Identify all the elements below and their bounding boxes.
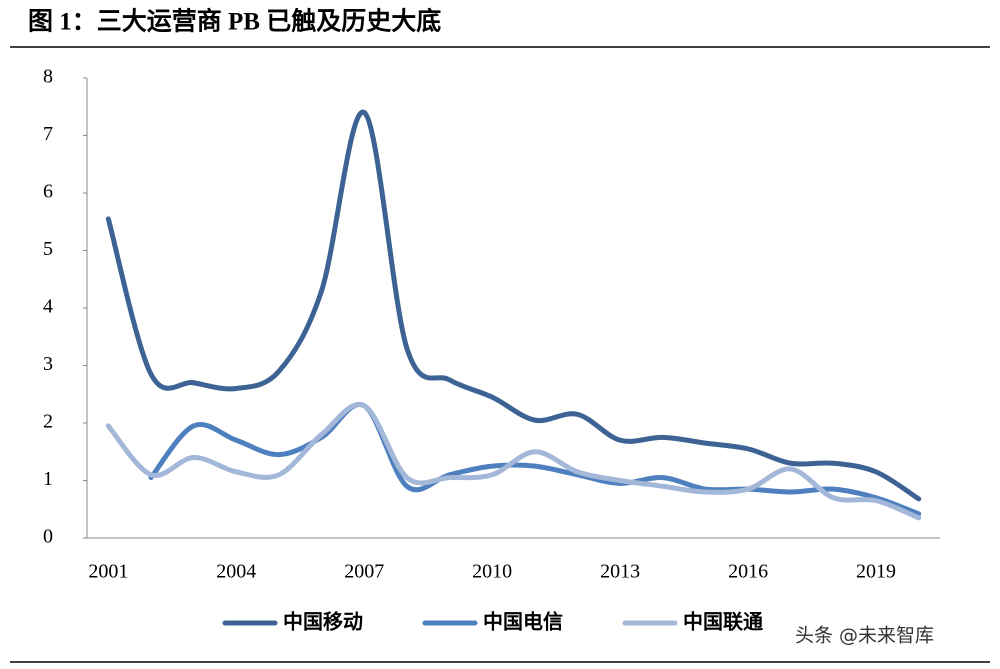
y-tick-label: 5 — [43, 238, 53, 260]
y-tick-label: 8 — [43, 66, 53, 88]
y-tick-label: 0 — [43, 526, 53, 548]
y-tick-label: 6 — [43, 181, 53, 203]
y-tick-label: 4 — [43, 296, 53, 318]
x-tick-label: 2010 — [472, 561, 512, 583]
watermark: 头条 @未来智库 — [795, 625, 934, 647]
legend-label: 中国电信 — [483, 610, 563, 634]
series-line — [105, 109, 922, 502]
x-tick-label: 2016 — [728, 561, 768, 583]
x-tick-label: 2007 — [344, 561, 384, 583]
y-tick-label: 1 — [43, 468, 53, 490]
series-line — [105, 402, 922, 521]
series-line — [148, 401, 922, 517]
x-tick-label: 2019 — [856, 561, 896, 583]
legend-label: 中国移动 — [283, 610, 363, 634]
y-tick-label: 7 — [43, 123, 53, 145]
y-tick-label: 2 — [43, 411, 53, 433]
chart-title: 图 1：三大运营商 PB 已触及历史大底 — [28, 7, 441, 36]
x-tick-label: 2001 — [88, 561, 128, 583]
legend-label: 中国联通 — [683, 610, 763, 634]
y-tick-label: 3 — [43, 353, 53, 375]
x-tick-label: 2013 — [600, 561, 640, 583]
x-tick-label: 2004 — [216, 561, 256, 583]
